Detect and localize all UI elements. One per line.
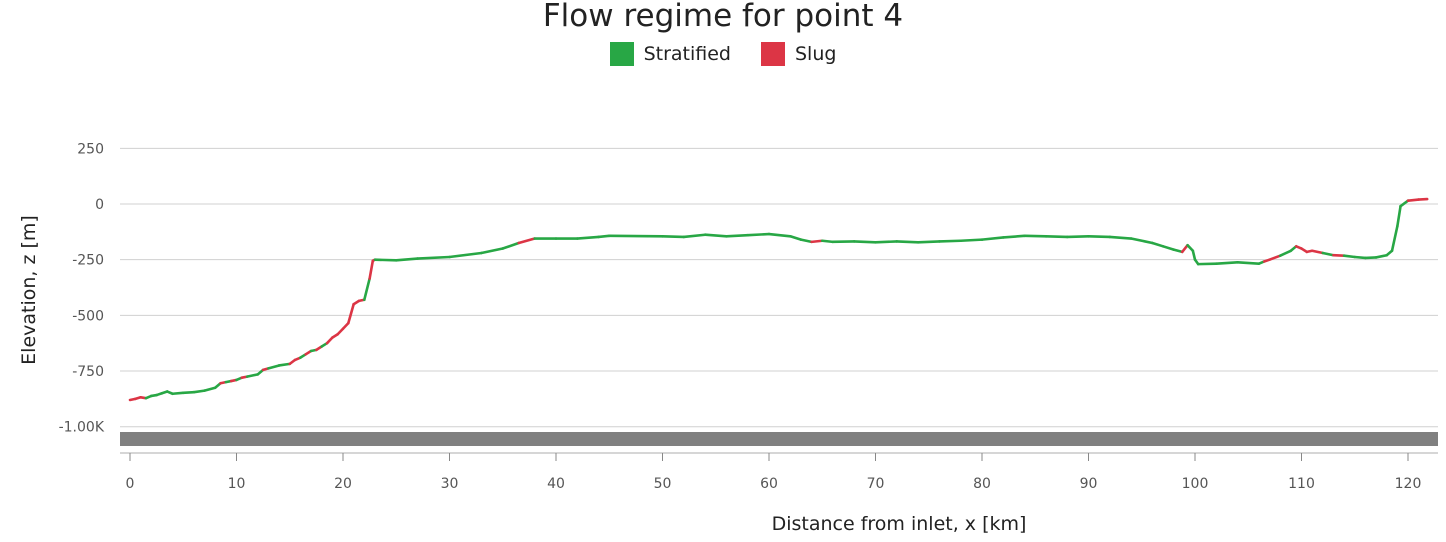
- legend-label-slug: Slug: [794, 43, 837, 65]
- y-tick-label: -250: [72, 253, 104, 269]
- profile-segment-stratified: [938, 239, 963, 243]
- profile-segment-stratified: [203, 386, 217, 392]
- profile-segment-stratified: [192, 389, 206, 394]
- profile-segment-stratified: [1396, 204, 1402, 228]
- legend: Stratified Slug: [0, 42, 1446, 66]
- profile-segment-slug: [517, 237, 537, 245]
- profile-segment-stratified: [362, 277, 371, 302]
- profile-segment-slug: [1180, 243, 1189, 254]
- profile-segment-stratified: [480, 247, 505, 255]
- profile-segment-stratified: [1151, 241, 1165, 248]
- y-tick-label: 250: [77, 141, 104, 157]
- profile-segment-stratified: [1278, 249, 1293, 257]
- elevation-profile: [128, 197, 1429, 402]
- profile-segment-stratified: [788, 234, 803, 241]
- y-axis: 250 0 -250 -500 -750 -1.00K: [59, 141, 105, 435]
- profile-segment-stratified: [575, 235, 600, 240]
- profile-segment-stratified: [1215, 261, 1239, 265]
- profile-segment-stratified: [1390, 224, 1399, 253]
- x-tick-label: 50: [654, 476, 672, 492]
- profile-segment-stratified: [1172, 248, 1184, 254]
- x-tick-label: 40: [547, 476, 565, 492]
- legend-swatch-slug: [760, 42, 785, 66]
- x-tick-label: 120: [1395, 476, 1422, 492]
- x-tick-label: 30: [441, 476, 459, 492]
- profile-segment-stratified: [916, 240, 941, 244]
- profile-segment-slug: [810, 239, 824, 244]
- x-tick-label: 10: [228, 476, 246, 492]
- profile-segment-stratified: [895, 240, 920, 244]
- y-tick-label: -1.00K: [59, 420, 105, 436]
- x-tick-label: 80: [973, 476, 991, 492]
- profile-segment-stratified: [1399, 199, 1410, 208]
- profile-segment-slug: [1406, 198, 1420, 202]
- profile-segment-stratified: [1087, 234, 1112, 239]
- profile-segment-stratified: [852, 240, 877, 244]
- profile-segment-stratified: [1321, 251, 1335, 257]
- profile-segment-stratified: [501, 241, 521, 250]
- y-tick-label: 0: [95, 197, 104, 213]
- profile-segment-stratified: [820, 239, 835, 244]
- legend-item-slug[interactable]: Slug: [760, 42, 837, 66]
- profile-segment-stratified: [1065, 234, 1090, 239]
- profile-segment-stratified: [1161, 245, 1175, 251]
- profile-segment-stratified: [171, 391, 185, 396]
- profile-segment-stratified: [874, 240, 899, 244]
- profile-segment-slug: [347, 302, 355, 325]
- y-tick-label: -500: [72, 308, 104, 324]
- x-tick-label: 20: [334, 476, 352, 492]
- chart-title: Flow regime for point 4: [542, 0, 904, 34]
- profile-segment-stratified: [682, 233, 707, 239]
- profile-segment-stratified: [245, 373, 260, 378]
- x-tick-label: 0: [126, 476, 135, 492]
- profile-segment-stratified: [597, 234, 611, 239]
- profile-segment-stratified: [1108, 235, 1133, 240]
- grid-lines: [120, 147, 1438, 428]
- profile-segment-stratified: [725, 233, 750, 238]
- legend-label-stratified: Stratified: [643, 43, 731, 65]
- profile-segment-stratified: [767, 232, 792, 238]
- profile-segment-stratified: [1044, 234, 1069, 239]
- profile-segment-stratified: [277, 362, 292, 367]
- x-tick-label: 100: [1182, 476, 1209, 492]
- profile-segment-stratified: [1129, 237, 1154, 245]
- profile-segment-stratified: [746, 232, 771, 237]
- x-tick-label: 90: [1080, 476, 1098, 492]
- profile-segment-stratified: [703, 233, 728, 238]
- profile-segment-stratified: [394, 257, 419, 262]
- profile-segment-slug: [1268, 254, 1282, 261]
- x-axis-title: Distance from inlet, x [km]: [772, 513, 1027, 535]
- profile-segment-stratified: [416, 255, 451, 260]
- profile-segment-stratified: [1342, 254, 1357, 259]
- x-axis: 0 10 20 30 40 50 60 70 80 90 100 110 120: [126, 453, 1422, 492]
- profile-segment-stratified: [1236, 261, 1261, 265]
- profile-segment-stratified: [373, 258, 398, 262]
- profile-segment-stratified: [959, 238, 984, 243]
- legend-swatch-stratified: [609, 42, 634, 66]
- legend-item-stratified[interactable]: Stratified: [609, 42, 731, 66]
- y-tick-label: -750: [72, 364, 104, 380]
- x-tick-label: 60: [760, 476, 778, 492]
- profile-segment-slug: [368, 259, 375, 280]
- profile-segment-stratified: [1001, 234, 1026, 239]
- ground-band: [120, 432, 1438, 446]
- profile-segment-stratified: [181, 390, 196, 395]
- y-axis-title: Elevation, z [m]: [18, 215, 40, 365]
- profile-segment-slug: [1310, 249, 1325, 255]
- profile-segment-stratified: [799, 238, 813, 244]
- profile-segment-stratified: [661, 234, 686, 239]
- profile-segment-stratified: [267, 364, 281, 370]
- x-tick-label: 70: [867, 476, 885, 492]
- profile-segment-stratified: [980, 236, 1005, 241]
- x-tick-label: 110: [1288, 476, 1315, 492]
- profile-segment-stratified: [1191, 249, 1197, 261]
- profile-segment-stratified: [1353, 255, 1367, 260]
- profile-segment-stratified: [448, 251, 483, 259]
- profile-segment-stratified: [1374, 253, 1388, 259]
